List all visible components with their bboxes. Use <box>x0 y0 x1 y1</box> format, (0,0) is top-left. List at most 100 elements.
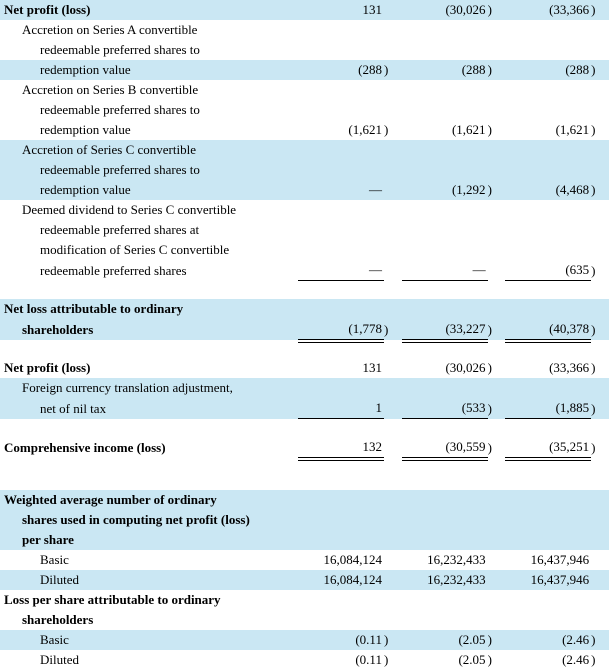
cell-paren: ) <box>488 0 506 20</box>
table-row: Basic 16,084,124 16,232,433 16,437,946 <box>0 550 609 570</box>
cell-paren: ) <box>488 650 506 670</box>
row-label: Accretion on Series B convertible <box>0 80 298 100</box>
cell-value: (30,559 <box>402 437 488 458</box>
cell-value: (2.05 <box>402 650 488 670</box>
cell-paren: ) <box>488 180 506 200</box>
cell-paren: ) <box>591 358 609 378</box>
cell-value: (2.05 <box>402 630 488 650</box>
cell-value: — <box>298 260 384 281</box>
table-row: net of nil tax 1 (533 ) (1,885 ) <box>0 398 609 419</box>
table-row: shares used in computing net profit (los… <box>0 510 609 530</box>
cell-paren: ) <box>488 319 506 340</box>
table-row: shareholders (1,778 ) (33,227 ) (40,378 … <box>0 319 609 340</box>
table-row: redemption value (288 ) (288 ) (288 ) <box>0 60 609 80</box>
table-row: Net profit (loss) 131 (30,026 ) (33,366 … <box>0 0 609 20</box>
row-label: Net profit (loss) <box>0 0 298 20</box>
table-row: Foreign currency translation adjustment, <box>0 378 609 398</box>
table-row: Accretion on Series A convertible <box>0 20 609 40</box>
table-row: Loss per share attributable to ordinary <box>0 590 609 610</box>
cell-value: 131 <box>298 0 384 20</box>
cell-paren: ) <box>384 650 402 670</box>
row-label: net of nil tax <box>0 398 298 419</box>
cell-paren <box>384 437 402 458</box>
row-label: Foreign currency translation adjustment, <box>0 378 298 398</box>
row-label: Basic <box>0 550 298 570</box>
cell-value: 16,084,124 <box>298 550 384 570</box>
cell-value: (4,468 <box>505 180 591 200</box>
cell-paren: ) <box>591 319 609 340</box>
cell-value: 1 <box>298 398 384 419</box>
table-row: Diluted (0.11 ) (2.05 ) (2.46 ) <box>0 650 609 670</box>
cell-paren: ) <box>488 120 506 140</box>
cell-value: (33,366 <box>505 358 591 378</box>
row-label: Net loss attributable to ordinary <box>0 299 298 319</box>
table-row: Accretion of Series C convertible <box>0 140 609 160</box>
cell-value: 16,232,433 <box>402 570 488 590</box>
row-label: redemption value <box>0 180 298 200</box>
cell-paren: ) <box>591 180 609 200</box>
cell-paren: ) <box>591 260 609 281</box>
cell-paren: ) <box>591 437 609 458</box>
cell-paren: ) <box>591 650 609 670</box>
cell-paren: ) <box>591 0 609 20</box>
cell-paren: ) <box>384 120 402 140</box>
table-row: Weighted average number of ordinary <box>0 490 609 510</box>
cell-value: (288 <box>402 60 488 80</box>
table-row: Comprehensive income (loss) 132 (30,559 … <box>0 437 609 458</box>
cell-paren: ) <box>384 630 402 650</box>
cell-value: (1,621 <box>298 120 384 140</box>
table-row: Diluted 16,084,124 16,232,433 16,437,946 <box>0 570 609 590</box>
cell-value: 131 <box>298 358 384 378</box>
table-row: Net profit (loss) 131 (30,026 ) (33,366 … <box>0 358 609 378</box>
row-label: Loss per share attributable to ordinary <box>0 590 298 610</box>
cell-value: (1,621 <box>402 120 488 140</box>
table-row: redeemable preferred shares at <box>0 220 609 240</box>
table-row: redemption value (1,621 ) (1,621 ) (1,62… <box>0 120 609 140</box>
cell-paren: ) <box>488 437 506 458</box>
cell-value: (288 <box>298 60 384 80</box>
row-label: Accretion of Series C convertible <box>0 140 298 160</box>
row-label: redeemable preferred shares to <box>0 160 298 180</box>
cell-paren: ) <box>591 398 609 419</box>
row-label: Accretion on Series A convertible <box>0 20 298 40</box>
row-label: Net profit (loss) <box>0 358 298 378</box>
row-label: shares used in computing net profit (los… <box>0 510 298 530</box>
row-label: per share <box>0 530 298 550</box>
table-row: Deemed dividend to Series C convertible <box>0 200 609 220</box>
row-label: redeemable preferred shares <box>0 260 298 281</box>
cell-paren: ) <box>591 120 609 140</box>
cell-value: (533 <box>402 398 488 419</box>
cell-value: (288 <box>505 60 591 80</box>
row-label: shareholders <box>0 610 298 630</box>
cell-value: (1,621 <box>505 120 591 140</box>
cell-value: (2.46 <box>505 650 591 670</box>
table-row: redeemable preferred shares to <box>0 160 609 180</box>
cell-value: (30,026 <box>402 358 488 378</box>
cell-paren: ) <box>488 398 506 419</box>
cell-paren <box>384 398 402 419</box>
cell-value: (30,026 <box>402 0 488 20</box>
cell-value: (33,366 <box>505 0 591 20</box>
cell-paren <box>384 180 402 200</box>
financial-statement-table: Net profit (loss) 131 (30,026 ) (33,366 … <box>0 0 609 670</box>
table-row: shareholders <box>0 610 609 630</box>
row-label: redeemable preferred shares to <box>0 100 298 120</box>
cell-paren <box>384 358 402 378</box>
cell-value: 16,437,946 <box>505 550 591 570</box>
cell-value: — <box>402 260 488 281</box>
cell-paren <box>384 0 402 20</box>
cell-value: (0.11 <box>298 630 384 650</box>
table-row: modification of Series C convertible <box>0 240 609 260</box>
cell-value: (40,378 <box>505 319 591 340</box>
cell-value: (0.11 <box>298 650 384 670</box>
table-row: redemption value — (1,292 ) (4,468 ) <box>0 180 609 200</box>
cell-value: (1,885 <box>505 398 591 419</box>
cell-paren <box>488 260 506 281</box>
cell-value: — <box>298 180 384 200</box>
cell-paren: ) <box>591 630 609 650</box>
cell-value: 16,437,946 <box>505 570 591 590</box>
cell-paren <box>384 260 402 281</box>
cell-value: (35,251 <box>505 437 591 458</box>
table-row: Accretion on Series B convertible <box>0 80 609 100</box>
cell-value: 16,232,433 <box>402 550 488 570</box>
